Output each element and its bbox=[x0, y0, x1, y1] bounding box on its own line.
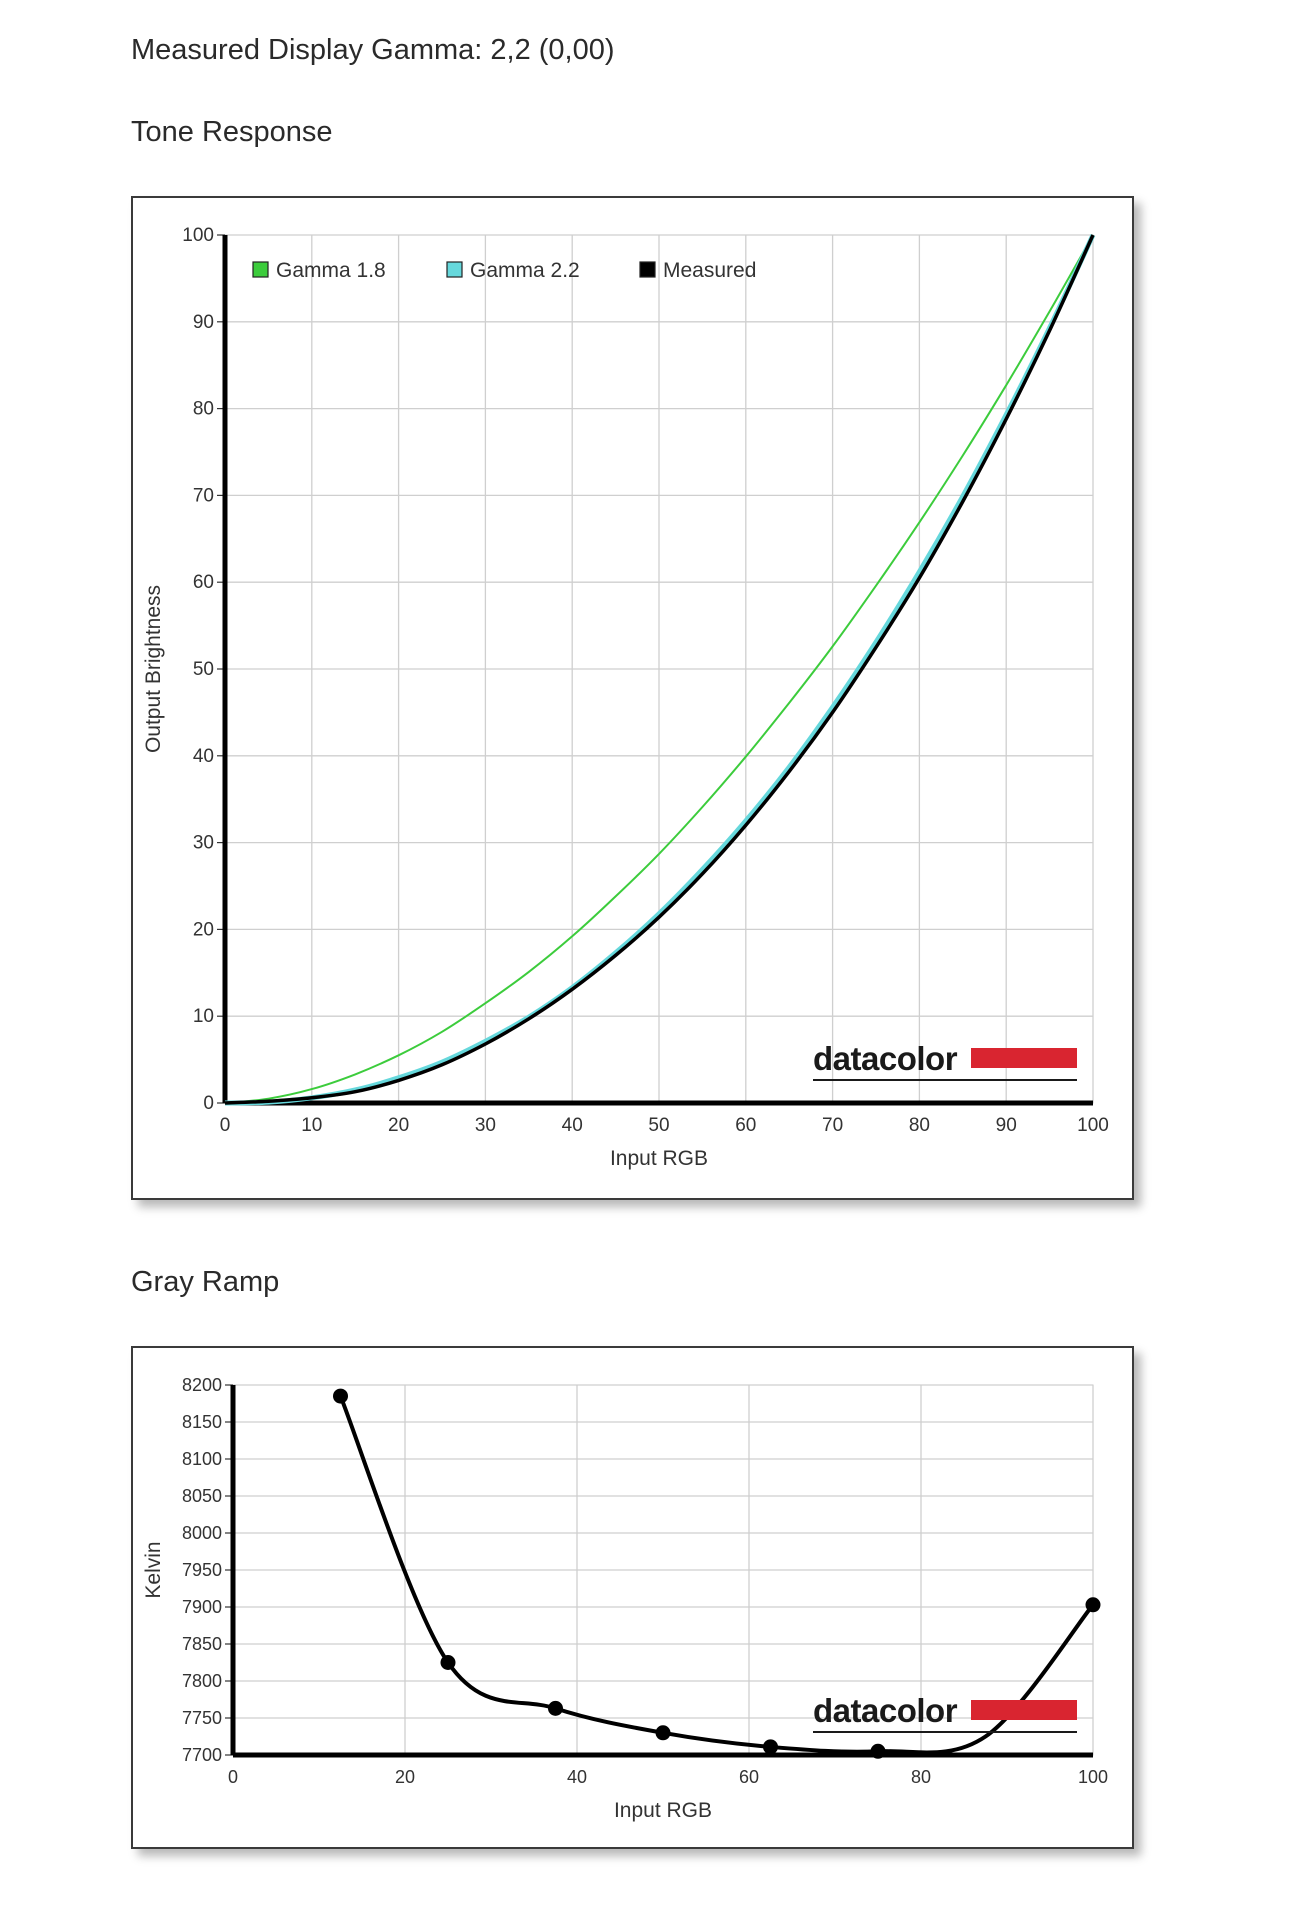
y-tick-label: 50 bbox=[193, 659, 214, 680]
x-axis-title: Input RGB bbox=[610, 1147, 708, 1170]
x-tick-label: 100 bbox=[1078, 1767, 1108, 1787]
x-tick-label: 0 bbox=[220, 1115, 231, 1136]
data-point bbox=[440, 1655, 456, 1670]
y-tick-label: 7850 bbox=[182, 1634, 222, 1654]
y-tick-label: 70 bbox=[193, 485, 214, 506]
x-axis-title: Input RGB bbox=[614, 1799, 712, 1822]
y-tick-label: 8050 bbox=[182, 1486, 222, 1506]
data-point bbox=[333, 1388, 348, 1404]
y-tick-label: 20 bbox=[193, 919, 214, 940]
x-tick-label: 50 bbox=[648, 1115, 669, 1136]
data-point bbox=[548, 1700, 563, 1716]
x-tick-label: 90 bbox=[996, 1115, 1017, 1136]
x-tick-label: 40 bbox=[567, 1767, 587, 1787]
gray-ramp-chart-panel: 0 20 40 60 80 100 7700 7750 7800 7850 7900 7950 8000… bbox=[131, 1346, 1134, 1849]
datacolor-logo-bar bbox=[971, 1700, 1077, 1720]
y-tick-label: 30 bbox=[193, 833, 214, 854]
x-tick-label: 70 bbox=[822, 1115, 843, 1136]
y-tick-label: 8100 bbox=[182, 1449, 222, 1469]
x-tick-label: 100 bbox=[1077, 1115, 1109, 1136]
y-tick-label: 7800 bbox=[182, 1671, 222, 1691]
x-tick-label: 80 bbox=[911, 1767, 931, 1787]
x-tick-label: 40 bbox=[562, 1115, 583, 1136]
datacolor-logo: datacolor bbox=[813, 1040, 1077, 1081]
datacolor-logo-text: datacolor bbox=[813, 1692, 958, 1729]
y-tick-label: 7700 bbox=[182, 1745, 222, 1765]
chart-legend: Gamma 1.8 Gamma 2.2 Measured bbox=[252, 259, 756, 282]
x-tick-label: 20 bbox=[388, 1115, 409, 1136]
x-tick-label: 10 bbox=[301, 1115, 322, 1136]
y-tick-label: 7750 bbox=[182, 1708, 222, 1728]
y-tick-label: 0 bbox=[203, 1093, 214, 1114]
series-line-kelvin bbox=[338, 1395, 1095, 1755]
y-tick-label: 7900 bbox=[182, 1597, 222, 1617]
legend-label: Measured bbox=[663, 259, 756, 282]
legend-swatch bbox=[446, 261, 463, 278]
y-tick-label: 8000 bbox=[182, 1523, 222, 1543]
y-tick-label: 40 bbox=[193, 746, 214, 767]
datacolor-logo-bar bbox=[971, 1048, 1077, 1068]
measured-gamma-heading: Measured Display Gamma: 2,2 (0,00) bbox=[131, 34, 615, 66]
datacolor-logo-text: datacolor bbox=[813, 1040, 958, 1077]
series-line-gamma-2-2 bbox=[224, 233, 1096, 1106]
gray-ramp-heading: Gray Ramp bbox=[131, 1266, 280, 1298]
data-point bbox=[655, 1725, 671, 1741]
y-tick-label: 100 bbox=[182, 225, 214, 246]
tone-response-chart: 0 10 20 30 40 50 60 70 80 90 100 0 10 20 30 40 50 60 70 80 9… bbox=[142, 225, 1109, 1170]
x-tick-label: 60 bbox=[739, 1767, 759, 1787]
x-tick-label: 60 bbox=[735, 1115, 756, 1136]
x-tick-label: 80 bbox=[909, 1115, 930, 1136]
y-tick-label: 8200 bbox=[182, 1375, 222, 1395]
legend-swatch bbox=[639, 261, 656, 278]
tone-response-heading: Tone Response bbox=[131, 116, 333, 148]
tone-response-chart-panel: 0 10 20 30 40 50 60 70 80 90 100 0 10 20 30 40 50 60 70 80 9… bbox=[131, 196, 1134, 1200]
y-tick-label: 80 bbox=[193, 399, 214, 420]
x-tick-label: 20 bbox=[395, 1767, 415, 1787]
y-tick-label: 8150 bbox=[182, 1412, 222, 1432]
x-tick-label: 0 bbox=[228, 1767, 238, 1787]
gray-ramp-chart: 0 20 40 60 80 100 7700 7750 7800 7850 7900 7950 8000… bbox=[142, 1375, 1108, 1822]
legend-swatch bbox=[252, 261, 269, 278]
series-line-gamma-1-8 bbox=[224, 234, 1094, 1104]
data-point bbox=[870, 1743, 886, 1759]
series-line-measured bbox=[224, 234, 1095, 1105]
datacolor-logo: datacolor bbox=[813, 1692, 1077, 1733]
y-tick-label: 7950 bbox=[182, 1560, 222, 1580]
plot-area: 0 20 40 60 80 100 7700 7750 7800 7850 7900 7950 8000… bbox=[142, 1375, 1108, 1822]
legend-label: Gamma 2.2 bbox=[470, 259, 580, 282]
plot-area: 0 10 20 30 40 50 60 70 80 90 100 0 10 20 30 40 50 60 70 80 9… bbox=[142, 225, 1109, 1170]
legend-label: Gamma 1.8 bbox=[276, 259, 386, 282]
y-tick-label: 60 bbox=[193, 572, 214, 593]
y-tick-label: 90 bbox=[193, 312, 214, 333]
data-point bbox=[763, 1739, 778, 1755]
y-axis-title: Kelvin bbox=[142, 1541, 165, 1598]
y-axis-title: Output Brightness bbox=[142, 585, 165, 753]
y-tick-label: 10 bbox=[193, 1006, 214, 1027]
data-point bbox=[1085, 1597, 1101, 1613]
x-tick-label: 30 bbox=[475, 1115, 496, 1136]
